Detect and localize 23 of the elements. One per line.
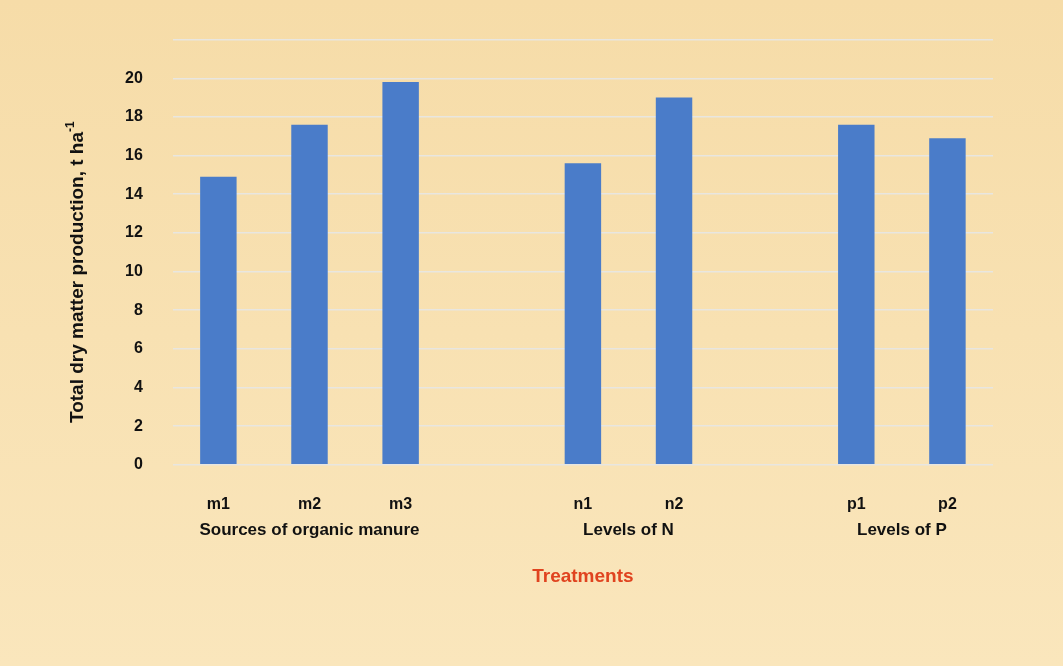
x-tick-label: m2	[297, 494, 322, 512]
x-tick-label: m3	[389, 494, 413, 512]
y-tick-label: 0	[133, 455, 143, 473]
text: Levels of N	[583, 520, 674, 540]
x-tick-label: p2	[938, 494, 957, 512]
y-tick-label: 20	[125, 68, 143, 86]
y-tick-label: 14	[125, 184, 143, 202]
y-axis-title: Total dry matter production, t ha-1	[63, 121, 88, 424]
x-tick-label: n2	[664, 494, 684, 512]
y-tick-label: 18	[125, 107, 143, 125]
y-tick-label: 10	[125, 261, 143, 279]
y-tick-label: 6	[133, 339, 143, 357]
y-tick-label: 4	[133, 377, 143, 395]
x-axis-title: Treatments	[532, 565, 634, 587]
x-tick-label: p1	[846, 494, 866, 512]
text: Levels of P	[856, 520, 947, 540]
source-note: Sources of organic manure	[199, 520, 420, 540]
y-tick-label: 2	[133, 416, 143, 434]
x-tick-label: m1	[206, 494, 231, 512]
y-tick-label: 8	[133, 300, 143, 318]
y-tick-label: 12	[125, 223, 143, 241]
x-tick-label: n1	[573, 494, 593, 512]
y-tick-label: 16	[125, 145, 143, 163]
